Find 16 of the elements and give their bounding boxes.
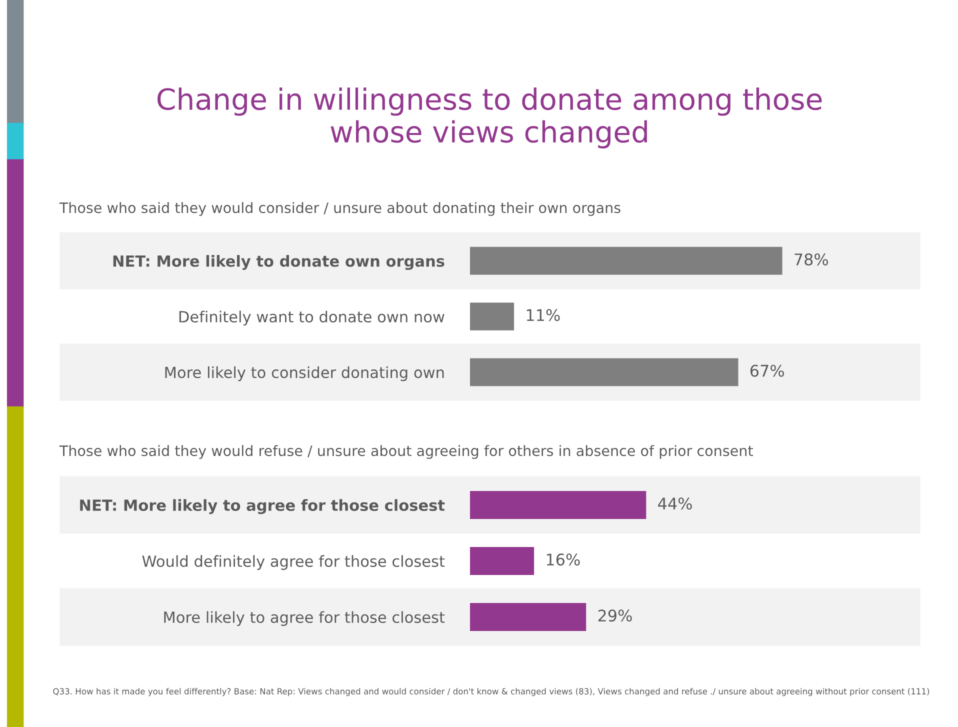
data-label: 11% xyxy=(526,309,560,322)
y-tick-label: Would definitely agree for those closest xyxy=(142,555,445,570)
y-tick-label: NET: More likely to donate own organs xyxy=(113,255,444,270)
y-tick-label: NET: More likely to agree for those closest xyxy=(80,499,445,514)
data-label: 78% xyxy=(794,253,828,266)
y-tick-label: More likely to consider donating own xyxy=(165,366,444,382)
data-label: 16% xyxy=(546,554,580,566)
text: Those who said they would consider / unsure about donating their own organs xyxy=(59,202,620,216)
data-label: 44% xyxy=(658,498,692,510)
chart-subtitle: Those who said they would refuse / unsure about agreeing for others in absence of prior consent xyxy=(59,445,753,459)
data-label: 67% xyxy=(750,364,784,377)
y-tick-label: More likely to agree for those closest xyxy=(164,611,445,626)
y-tick-label: Definitely want to donate own now xyxy=(179,310,444,326)
chart-title: Change in willingness to donate among those whose views changed xyxy=(157,88,822,148)
text: Q33. How has it made you feel differently? Base: Nat Rep: Views changed and would consider / don't know & changed views (83), Views changed and refuse ./ unsure about agreeing without prior consent (111) xyxy=(53,688,930,696)
data-label: 29% xyxy=(598,610,632,622)
